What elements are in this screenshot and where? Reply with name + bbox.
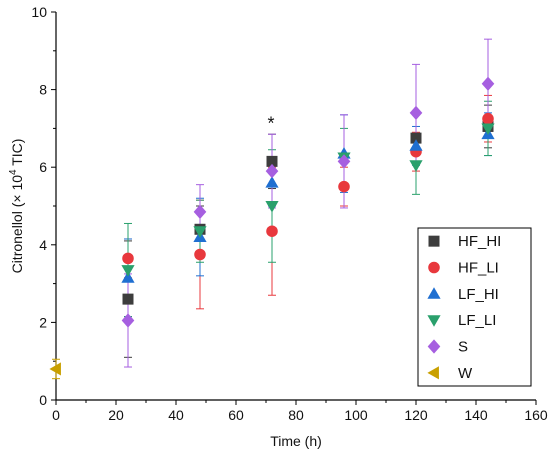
x-tick-label: 80	[288, 407, 304, 423]
data-point-hf-li	[482, 112, 494, 125]
x-axis-label: Time (h)	[270, 433, 322, 449]
x-tick-label: 160	[524, 407, 548, 423]
legend-marker-s	[427, 339, 441, 354]
legend-label: S	[458, 339, 468, 356]
data-point-hf-li	[266, 225, 278, 237]
legend-item: S	[427, 339, 468, 356]
data-point-hf-li	[338, 180, 350, 193]
data-point-s	[121, 313, 135, 328]
legend-label: LF_HI	[458, 286, 499, 303]
data-point-lf-hi	[409, 139, 423, 151]
y-tick-label: 6	[39, 159, 47, 175]
data-point-lf-li	[193, 226, 207, 238]
y-axis-ticks: 0 2 4 6 8 10	[31, 4, 56, 408]
x-tick-label: 100	[344, 407, 368, 423]
data-point-s	[409, 105, 423, 121]
y-axis-label: Citronellol (× 104 TIC)	[8, 139, 25, 274]
x-tick-label: 40	[168, 407, 184, 423]
legend-marker-lf-hi	[427, 287, 441, 299]
data-point-lf-li	[481, 123, 495, 135]
data-point-lf-li	[265, 201, 279, 213]
y-tick-label: 4	[39, 237, 47, 253]
legend-label: W	[458, 365, 473, 382]
data-point-lf-li	[409, 160, 423, 172]
legend-label: HF_HI	[458, 233, 501, 250]
legend: HF_HI HF_LI LF_HI LF_LI SW	[417, 227, 532, 387]
data-point-lf-li	[121, 265, 135, 277]
data-point-hf-hi	[266, 155, 278, 167]
data-point-s	[481, 76, 495, 91]
y-tick-label: 10	[31, 4, 47, 20]
legend-box	[417, 227, 532, 387]
legend-marker-hf-hi	[428, 235, 440, 247]
legend-item: HF_LI	[428, 260, 499, 277]
y-axis-label-exponent: 4	[8, 169, 19, 175]
data-point-hf-li	[122, 252, 134, 265]
y-axis-label-main: Citronellol (× 10	[9, 175, 25, 274]
data-point-lf-hi	[121, 271, 135, 283]
significance-annotation: *	[267, 113, 274, 133]
legend-label: HF_LI	[458, 260, 499, 277]
data-point-hf-hi	[122, 293, 134, 305]
y-tick-label: 0	[39, 392, 47, 408]
x-tick-label: 120	[404, 407, 428, 423]
y-axis-label-unit: TIC)	[9, 139, 25, 170]
x-tick-label: 0	[52, 407, 60, 423]
x-tick-label: 20	[108, 407, 124, 423]
data-point-lf-hi	[265, 176, 279, 188]
x-tick-label: 140	[464, 407, 488, 423]
y-tick-label: 2	[39, 314, 47, 330]
data-point-s	[337, 154, 351, 169]
data-point-hf-li	[194, 248, 206, 261]
legend-item: LF_HI	[427, 286, 499, 303]
legend-marker-lf-li	[427, 315, 441, 327]
legend-item: W	[427, 365, 473, 382]
legend-item: HF_HI	[428, 233, 501, 250]
legend-marker-hf-li	[428, 261, 440, 274]
legend-marker-w	[427, 366, 439, 380]
legend-item: LF_LI	[427, 312, 496, 329]
data-point-s	[193, 204, 207, 219]
x-axis-ticks: 0 20 40 60 80 100 120 140 160	[52, 400, 548, 423]
y-tick-label: 8	[39, 82, 47, 98]
legend-label: LF_LI	[458, 312, 496, 329]
data-point-hf-hi	[410, 132, 422, 144]
x-tick-label: 60	[228, 407, 244, 423]
data-points	[49, 76, 495, 376]
data-point-w	[49, 362, 61, 376]
data-point-s	[265, 163, 279, 179]
